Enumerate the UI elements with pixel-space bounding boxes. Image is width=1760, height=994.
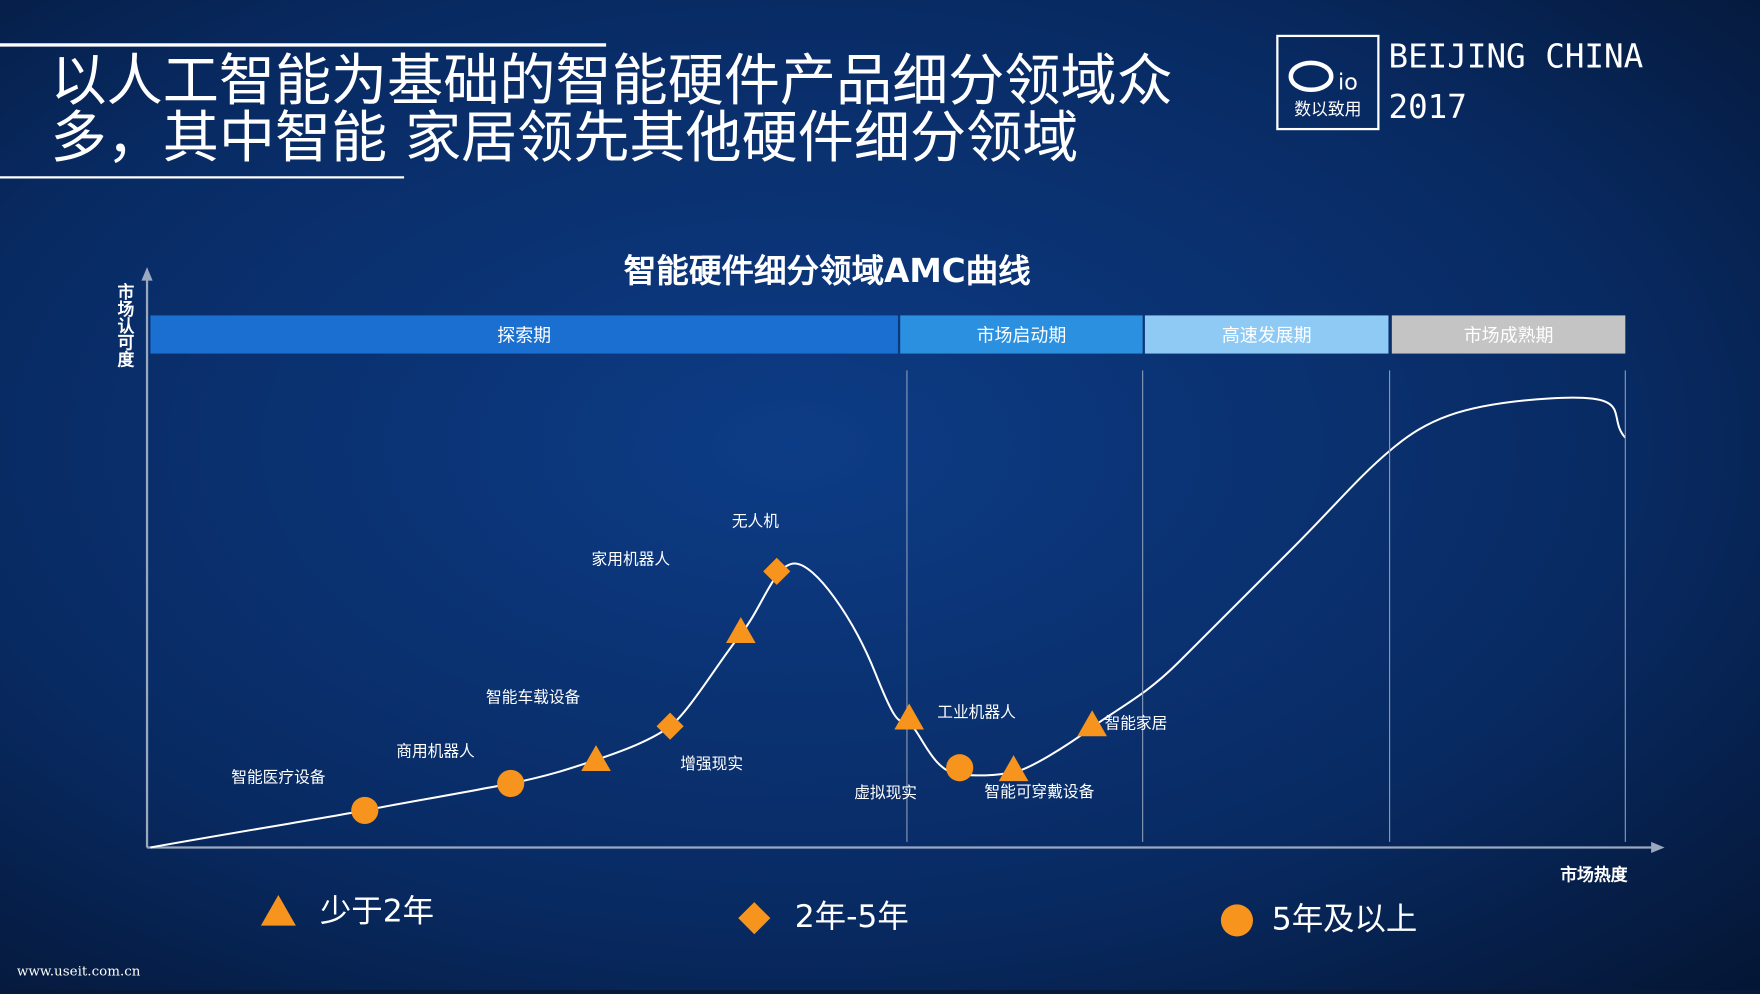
phase-bar <box>1144 315 1389 354</box>
point-label: 虚拟现实 <box>854 783 917 802</box>
point-marker <box>998 755 1029 782</box>
point-marker <box>497 769 525 798</box>
point-marker <box>656 712 684 740</box>
logo-year: 2017 <box>1388 88 1466 126</box>
point-label: 增强现实 <box>680 754 743 773</box>
legend-marker <box>1220 904 1253 937</box>
logo-box <box>1276 34 1380 131</box>
logo-glyph <box>1288 60 1334 93</box>
title-line: 以人工智能为基础的智能硬件产品细分领域众 <box>51 49 1173 114</box>
phase-label: 市场启动期 <box>977 326 1067 347</box>
phase-label: 市场成熟期 <box>1464 326 1554 347</box>
legend-label: 2年-5年 <box>795 899 909 935</box>
legend-marker <box>738 902 771 935</box>
point-label: 智能医疗设备 <box>231 767 326 786</box>
point-marker <box>946 754 974 782</box>
watermark: www.useit.com.cn <box>17 965 141 980</box>
title-line: 多，其中智能 家居领先其他硬件细分领域 <box>51 106 1079 171</box>
point-marker <box>351 796 379 824</box>
point-label: 智能家居 <box>1105 713 1168 732</box>
x-axis-label: 市场热度 <box>1560 865 1627 885</box>
phase-label: 高速发展期 <box>1222 326 1312 347</box>
phase-label: 探索期 <box>497 326 551 347</box>
point-marker <box>894 703 924 730</box>
axis-arrow <box>1651 841 1665 854</box>
legend-marker <box>260 895 296 926</box>
legend-label: 5年及以上 <box>1272 901 1418 937</box>
point-marker <box>1077 710 1107 737</box>
point-label: 智能可穿戴设备 <box>984 782 1094 801</box>
logo-place: BEIJING CHINA <box>1388 37 1643 75</box>
point-label: 智能车载设备 <box>486 688 581 707</box>
point-label: 商用机器人 <box>396 742 475 761</box>
phase-bar <box>900 315 1143 354</box>
point-marker <box>581 745 611 772</box>
logo-mark: io <box>1338 70 1358 96</box>
point-marker <box>726 617 756 644</box>
phase-bar <box>1391 315 1626 354</box>
phase-bar <box>150 315 898 354</box>
point-label: 家用机器人 <box>592 550 671 569</box>
y-axis-label: 市场认可度 <box>114 282 134 368</box>
axis-arrow <box>141 267 153 281</box>
point-label: 工业机器人 <box>937 702 1016 721</box>
logo-caption: 数以致用 <box>1294 99 1361 119</box>
point-label: 无人机 <box>732 511 779 530</box>
legend-label: 少于2年 <box>320 894 434 930</box>
diagram-title: 智能硬件细分领域AMC曲线 <box>624 252 1031 290</box>
